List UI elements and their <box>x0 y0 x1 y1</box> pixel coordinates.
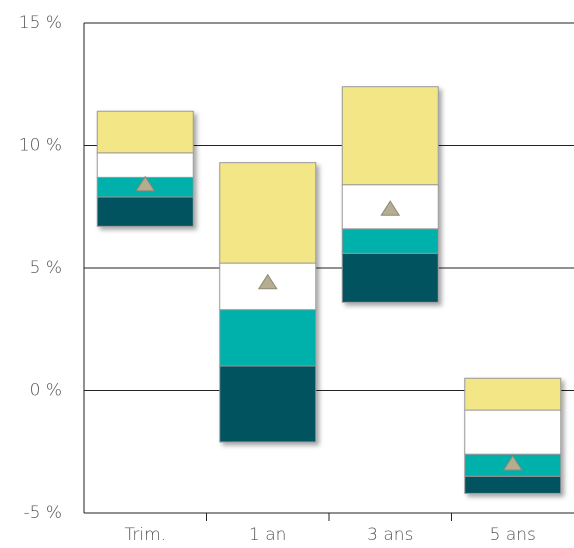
bar-segment <box>464 409 562 455</box>
bar-stack <box>96 110 194 227</box>
marker <box>502 455 523 471</box>
x-tick-label: 5 ans <box>490 525 536 545</box>
bar-segment <box>219 309 317 367</box>
x-tick-label: Trim. <box>124 525 166 545</box>
y-tick-label: -5 % <box>23 503 62 523</box>
y-tick-label: 10 % <box>19 136 62 156</box>
bar-segment <box>464 475 562 494</box>
marker <box>257 273 278 290</box>
bar-stack <box>464 377 562 494</box>
marker <box>380 200 401 216</box>
bar-segment <box>96 152 194 178</box>
bar-segment <box>464 377 562 411</box>
bar-stack <box>219 162 317 443</box>
bar-segment <box>341 252 439 303</box>
y-tick-label: 15 % <box>19 13 62 33</box>
y-tick-label: 0 % <box>30 381 62 401</box>
bar-segment <box>341 228 439 254</box>
x-tick-label: 1 an <box>249 525 286 545</box>
bar-stack <box>341 86 439 303</box>
bar-segment <box>96 196 194 227</box>
x-tick-label: 3 ans <box>367 525 413 545</box>
marker <box>135 175 156 192</box>
bar-segment <box>341 86 439 186</box>
bar-segment <box>219 365 317 443</box>
bar-segment <box>219 162 317 264</box>
bar-segment <box>96 110 194 154</box>
y-tick-label: 5 % <box>30 258 62 278</box>
